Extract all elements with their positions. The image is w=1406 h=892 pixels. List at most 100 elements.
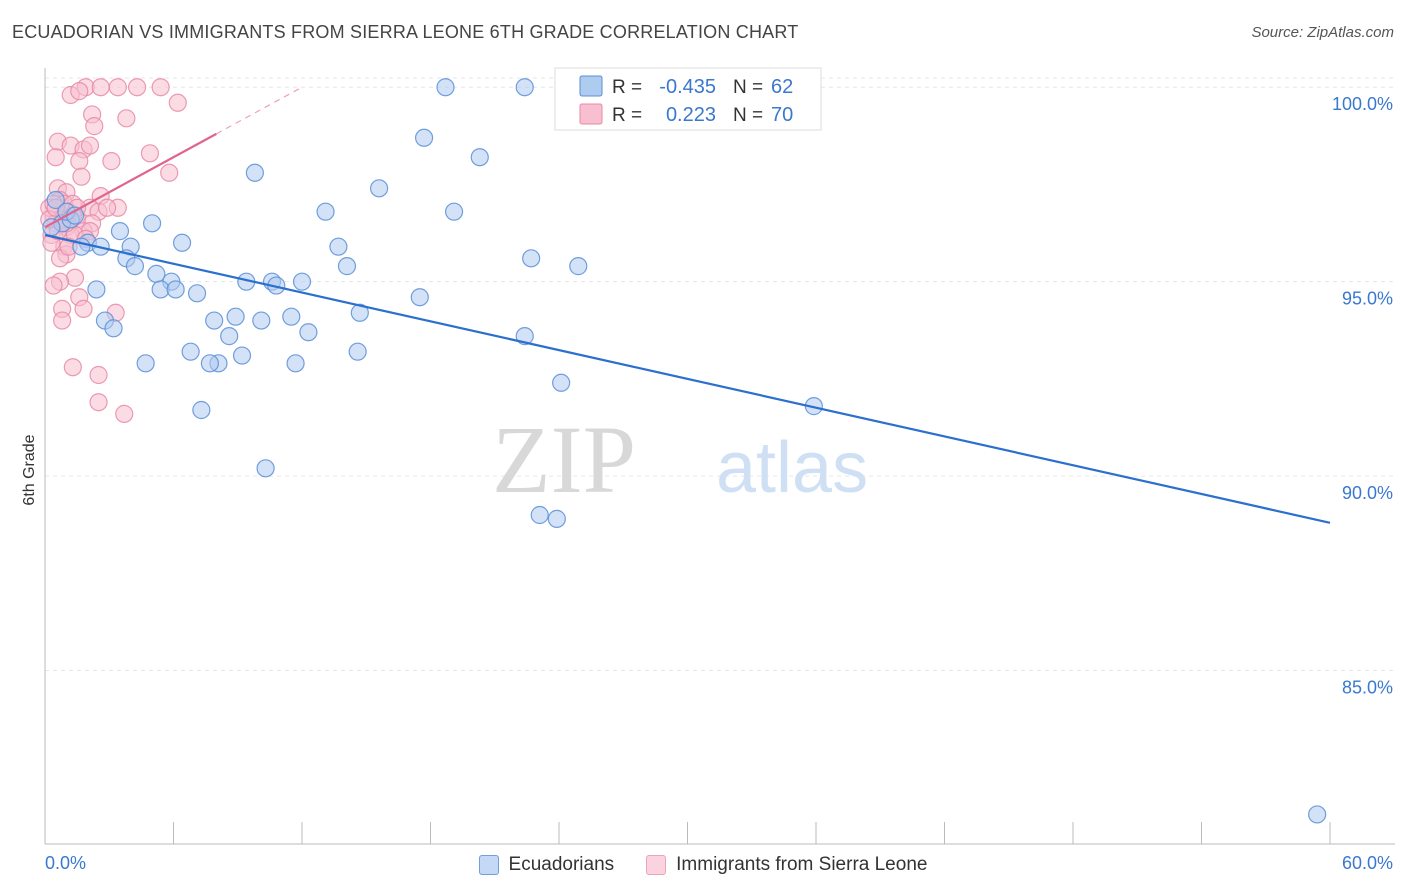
- y-axis-label: 6th Grade: [21, 434, 38, 505]
- bottom-legend: Ecuadorians Immigrants from Sierra Leone: [0, 851, 1406, 879]
- data-point-ecuadorian: [1308, 805, 1327, 824]
- data-point-ecuadorian: [181, 342, 200, 361]
- data-point-sierra-leone: [168, 93, 187, 112]
- stats-r-value: -0.435: [659, 76, 716, 98]
- trend-line-sierra-leone-extension: [216, 86, 303, 135]
- data-point-ecuadorian: [436, 78, 455, 97]
- data-point-sierra-leone: [151, 78, 170, 97]
- data-point-sierra-leone: [74, 299, 93, 318]
- data-point-ecuadorian: [444, 202, 464, 221]
- data-point-ecuadorian: [187, 284, 207, 303]
- data-point-ecuadorian: [87, 280, 106, 299]
- stats-swatch: [579, 75, 603, 97]
- tick-labels: 85.0% 90.0% 95.0% 100.0% 0.0% 60.0%: [45, 94, 1393, 873]
- data-point-ecuadorian: [245, 163, 264, 182]
- data-point-ecuadorian: [232, 346, 252, 365]
- y-tick-label: 85.0%: [1342, 678, 1393, 698]
- legend-label-ecuadorians: Ecuadorians: [508, 854, 615, 875]
- data-point-sierra-leone: [65, 268, 85, 287]
- stats-n-label: N =: [733, 105, 763, 126]
- data-point-sierra-leone: [89, 365, 108, 385]
- data-point-ecuadorian: [569, 257, 588, 276]
- data-point-ecuadorian: [205, 311, 224, 330]
- series-ecuadorians-points: [42, 78, 1327, 824]
- data-point-ecuadorian: [410, 288, 429, 307]
- y-tick-label: 100.0%: [1332, 94, 1393, 114]
- data-point-sierra-leone: [160, 163, 179, 182]
- stats-swatch: [579, 103, 603, 125]
- data-point-ecuadorian: [292, 272, 312, 291]
- data-point-ecuadorian: [286, 354, 305, 373]
- data-point-ecuadorian: [547, 509, 566, 528]
- data-point-ecuadorian: [136, 354, 155, 373]
- x-tick-label: 60.0%: [1342, 853, 1393, 873]
- stats-n-value: 70: [771, 104, 793, 126]
- trend-line-ecuadorians: [44, 233, 1331, 524]
- x-tick-label: 0.0%: [45, 853, 86, 873]
- data-point-sierra-leone: [140, 144, 160, 163]
- data-point-ecuadorian: [125, 257, 145, 276]
- data-point-ecuadorian: [299, 323, 318, 342]
- data-point-ecuadorian: [166, 280, 185, 299]
- chart-title: ECUADORIAN VS IMMIGRANTS FROM SIERRA LEO…: [12, 22, 799, 42]
- gridlines: [45, 77, 1395, 672]
- stats-n-label: N =: [733, 77, 763, 98]
- stats-legend: R = -0.435 N = 62 R = 0.223 N = 70: [554, 67, 822, 131]
- data-point-sierra-leone: [91, 78, 110, 97]
- watermark: ZIP atlas: [492, 406, 868, 513]
- data-point-ecuadorian: [104, 319, 123, 338]
- data-point-sierra-leone: [127, 78, 147, 97]
- data-point-ecuadorian: [142, 214, 162, 233]
- data-point-ecuadorian: [252, 311, 271, 330]
- data-point-ecuadorian: [226, 307, 245, 326]
- data-point-ecuadorian: [316, 202, 335, 221]
- legend-item-sierra-leone[interactable]: Immigrants from Sierra Leone: [646, 851, 927, 879]
- data-point-ecuadorian: [530, 505, 549, 525]
- y-tick-label: 90.0%: [1342, 483, 1393, 503]
- watermark-zip: ZIP: [492, 406, 636, 513]
- data-point-ecuadorian: [329, 237, 348, 256]
- data-point-sierra-leone: [98, 198, 117, 217]
- legend-swatch-blue: [478, 855, 499, 875]
- data-point-sierra-leone: [117, 109, 136, 128]
- source-label: Source: ZipAtlas.com: [1251, 24, 1394, 41]
- data-point-ecuadorian: [552, 373, 571, 392]
- data-point-ecuadorian: [192, 400, 211, 420]
- stats-r-label: R =: [612, 105, 642, 126]
- legend-item-ecuadorians[interactable]: Ecuadorians: [478, 851, 615, 879]
- stats-n-value: 62: [771, 76, 793, 98]
- legend-swatch-pink: [646, 855, 667, 875]
- data-point-ecuadorian: [414, 128, 434, 147]
- data-point-ecuadorian: [370, 179, 389, 198]
- data-point-ecuadorian: [337, 257, 357, 276]
- data-point-sierra-leone: [46, 148, 65, 167]
- data-point-ecuadorian: [348, 342, 367, 361]
- data-point-ecuadorian: [220, 327, 239, 346]
- data-point-sierra-leone: [44, 276, 63, 295]
- axes: [44, 68, 1395, 845]
- data-point-ecuadorian: [172, 233, 192, 252]
- data-point-sierra-leone: [80, 136, 100, 155]
- stats-r-label: R =: [612, 77, 642, 98]
- trend-line-sierra-leone: [44, 132, 217, 229]
- data-point-ecuadorian: [350, 303, 369, 322]
- stats-r-value: 0.223: [666, 104, 716, 126]
- data-point-ecuadorian: [200, 354, 220, 373]
- legend-label-sierra-leone: Immigrants from Sierra Leone: [676, 854, 928, 875]
- data-point-sierra-leone: [70, 82, 89, 101]
- data-point-sierra-leone: [53, 311, 72, 330]
- data-point-sierra-leone: [72, 167, 91, 186]
- data-point-ecuadorian: [515, 78, 534, 97]
- data-point-ecuadorian: [110, 222, 130, 241]
- data-point-sierra-leone: [115, 404, 134, 423]
- data-point-ecuadorian: [470, 148, 489, 167]
- data-point-sierra-leone: [63, 358, 82, 377]
- data-point-ecuadorian: [46, 190, 65, 210]
- data-point-ecuadorian: [282, 307, 301, 326]
- data-point-sierra-leone: [108, 78, 127, 97]
- data-point-sierra-leone: [89, 393, 108, 412]
- trend-lines: [44, 86, 1331, 524]
- data-point-ecuadorian: [65, 206, 85, 225]
- data-point-ecuadorian: [522, 249, 541, 268]
